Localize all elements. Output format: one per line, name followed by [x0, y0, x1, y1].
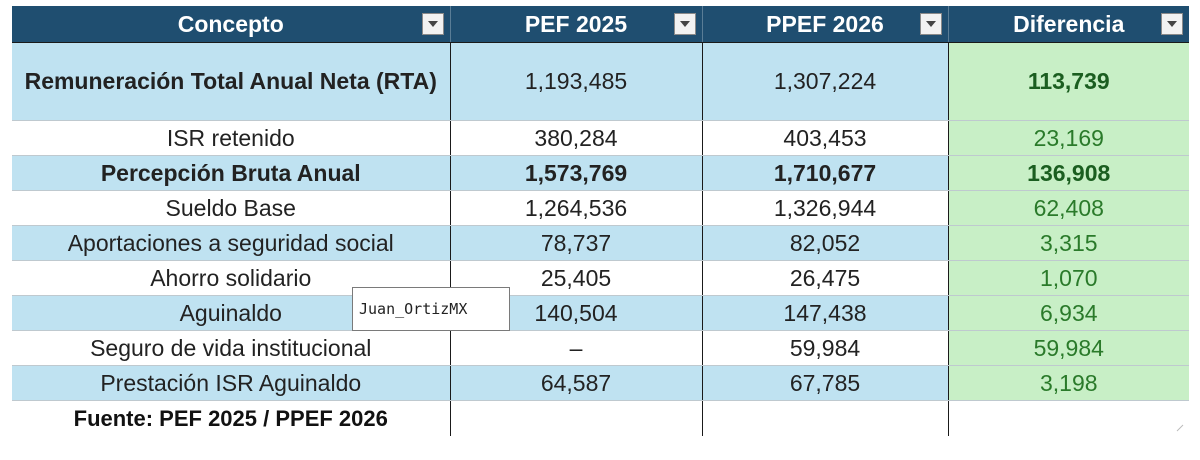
cell-diferencia[interactable]: 6,934 — [948, 295, 1189, 331]
dropdown-arrow-icon — [679, 21, 690, 27]
dropdown-arrow-icon — [1167, 21, 1177, 27]
cell-ppef-2026[interactable]: 82,052 — [702, 225, 949, 261]
cell-pef-2025[interactable]: 1,264,536 — [450, 190, 703, 226]
cell-pef-2025[interactable]: 64,587 — [450, 365, 703, 401]
cell-pef-2025[interactable]: 1,193,485 — [450, 42, 703, 121]
cell-pef-2025[interactable]: 78,737 — [450, 225, 703, 261]
cell-diferencia[interactable]: 136,908 — [948, 155, 1189, 191]
cell-concept[interactable]: Aportaciones a seguridad social — [12, 225, 451, 261]
filter-dropdown-button[interactable] — [919, 13, 942, 35]
cell-ppef-2026[interactable]: 1,326,944 — [702, 190, 949, 226]
spreadsheet: Concepto PEF 2025 PPEF 2026 — [12, 6, 1189, 436]
empty-cell[interactable] — [450, 400, 703, 436]
empty-cell[interactable] — [702, 400, 949, 436]
cell-concept[interactable]: Sueldo Base — [12, 190, 451, 226]
filter-dropdown-button[interactable] — [1161, 13, 1183, 35]
table-row: Aportaciones a seguridad social 78,737 8… — [12, 225, 1189, 261]
header-concepto[interactable]: Concepto — [12, 6, 451, 43]
filter-dropdown-button[interactable] — [673, 13, 696, 35]
cell-concept[interactable]: Percepción Bruta Anual — [12, 155, 451, 191]
cell-pef-2025[interactable]: 1,573,769 — [450, 155, 703, 191]
header-label: Concepto — [177, 10, 284, 37]
cell-ppef-2026[interactable]: 26,475 — [702, 260, 949, 296]
cell-diferencia[interactable]: 23,169 — [948, 120, 1189, 156]
header-pef-2025[interactable]: PEF 2025 — [450, 6, 703, 43]
table-row: Aguinaldo 140,504 147,438 6,934 — [12, 295, 1189, 331]
table-row: Sueldo Base 1,264,536 1,326,944 62,408 — [12, 190, 1189, 226]
cell-pef-2025[interactable]: 380,284 — [450, 120, 703, 156]
cell-ppef-2026[interactable]: 1,710,677 — [702, 155, 949, 191]
table-row: Prestación ISR Aguinaldo 64,587 67,785 3… — [12, 365, 1189, 401]
cell-ppef-2026[interactable]: 403,453 — [702, 120, 949, 156]
header-ppef-2026[interactable]: PPEF 2026 — [702, 6, 949, 43]
table-row: ISR retenido 380,284 403,453 23,169 — [12, 120, 1189, 156]
table-row: Ahorro solidario 25,405 26,475 1,070 — [12, 260, 1189, 296]
cell-pef-2025[interactable]: – — [450, 330, 703, 366]
header-label: PEF 2025 — [524, 10, 628, 37]
header-row: Concepto PEF 2025 PPEF 2026 — [12, 6, 1189, 43]
cell-diferencia[interactable]: 3,315 — [948, 225, 1189, 261]
header-label: PPEF 2026 — [766, 10, 884, 37]
table-row: Percepción Bruta Anual 1,573,769 1,710,6… — [12, 155, 1189, 191]
cell-concept[interactable]: Prestación ISR Aguinaldo — [12, 365, 451, 401]
cell-diferencia[interactable]: 62,408 — [948, 190, 1189, 226]
cell-diferencia[interactable]: 113,739 — [948, 42, 1189, 121]
cell-ppef-2026[interactable]: 67,785 — [702, 365, 949, 401]
cell-ppef-2026[interactable]: 1,307,224 — [702, 42, 949, 121]
header-diferencia[interactable]: Diferencia — [948, 6, 1189, 43]
cell-comment-tooltip: Juan_OrtizMX — [352, 287, 510, 331]
filter-dropdown-button[interactable] — [421, 13, 444, 35]
cell-diferencia[interactable]: 3,198 — [948, 365, 1189, 401]
cell-ppef-2026[interactable]: 59,984 — [702, 330, 949, 366]
table-row: Seguro de vida institucional – 59,984 59… — [12, 330, 1189, 366]
dropdown-arrow-icon — [427, 21, 438, 27]
table-row: Remuneración Total Anual Neta (RTA) 1,19… — [12, 42, 1189, 121]
cell-diferencia[interactable]: 59,984 — [948, 330, 1189, 366]
cell-pef-2025[interactable]: 25,405 — [450, 260, 703, 296]
cell-concept[interactable]: Seguro de vida institucional — [12, 330, 451, 366]
resize-grip-icon[interactable] — [1176, 424, 1184, 432]
cell-ppef-2026[interactable]: 147,438 — [702, 295, 949, 331]
source-row: Fuente: PEF 2025 / PPEF 2026 — [12, 400, 1189, 436]
empty-cell[interactable] — [948, 400, 1189, 436]
cell-diferencia[interactable]: 1,070 — [948, 260, 1189, 296]
cell-concept[interactable]: ISR retenido — [12, 120, 451, 156]
cell-concept[interactable]: Remuneración Total Anual Neta (RTA) — [12, 42, 451, 121]
budget-comparison-table: Concepto PEF 2025 PPEF 2026 — [12, 6, 1189, 436]
header-label: Diferencia — [1013, 10, 1125, 37]
source-note[interactable]: Fuente: PEF 2025 / PPEF 2026 — [12, 400, 451, 436]
dropdown-arrow-icon — [925, 21, 936, 27]
